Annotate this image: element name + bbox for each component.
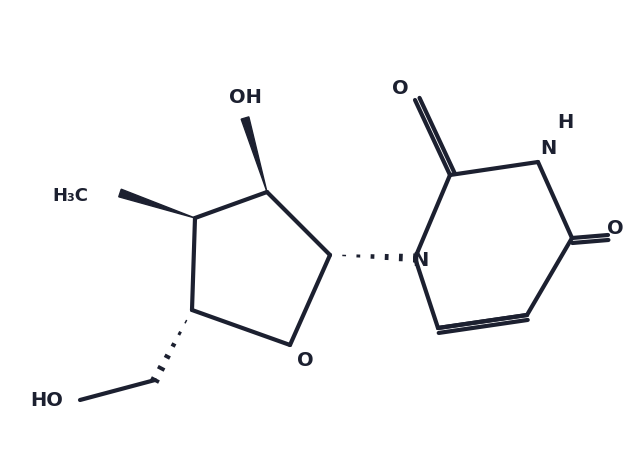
Text: N: N <box>412 251 428 269</box>
Polygon shape <box>241 117 267 192</box>
Text: O: O <box>392 78 408 97</box>
Text: N: N <box>540 139 556 157</box>
Text: H₃C: H₃C <box>52 187 88 205</box>
Text: HO: HO <box>30 391 63 409</box>
Text: O: O <box>607 219 623 237</box>
Text: OH: OH <box>228 87 261 107</box>
Text: H: H <box>557 112 573 132</box>
Text: O: O <box>297 351 314 369</box>
Polygon shape <box>119 189 195 218</box>
